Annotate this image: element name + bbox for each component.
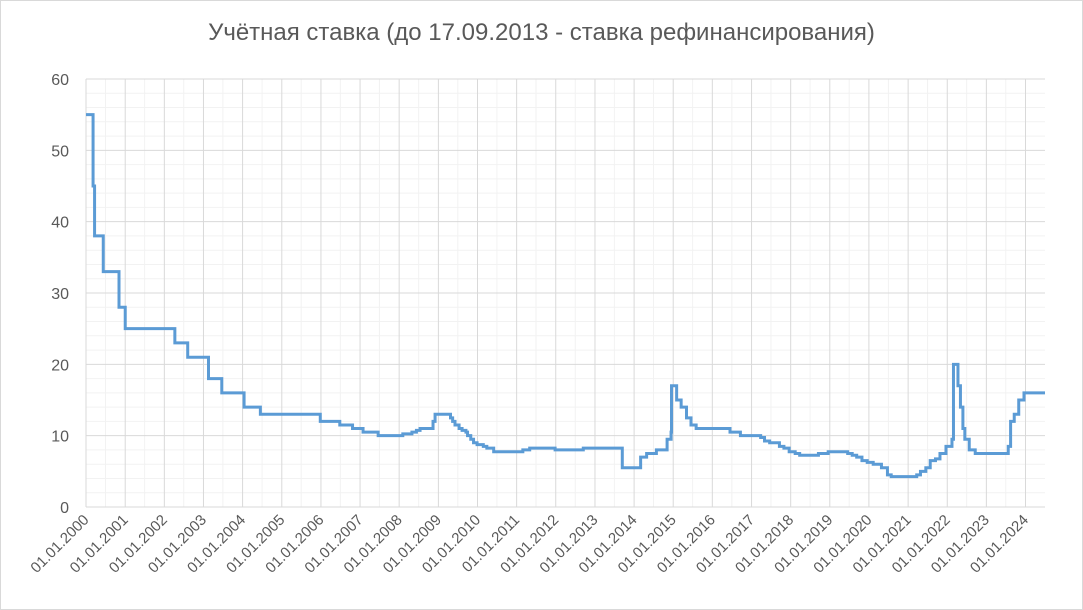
y-tick-labels: 0 10 20 30 40 50 60	[51, 72, 69, 517]
y-tick-label: 60	[51, 72, 69, 89]
series-group	[86, 113, 1045, 479]
y-tick-label: 10	[51, 429, 69, 446]
y-tick-label: 30	[51, 286, 69, 303]
y-tick-label: 20	[51, 357, 69, 374]
y-tick-label: 0	[60, 500, 69, 517]
y-tick-label: 50	[51, 143, 69, 160]
chart-title: Учётная ставка (до 17.09.2013 - ставка р…	[208, 19, 875, 46]
series-line	[86, 113, 1045, 479]
major-gridlines	[85, 78, 1045, 507]
x-tick-labels: 01.01.200001.01.200101.01.200201.01.2003…	[27, 512, 1032, 577]
y-tick-label: 40	[51, 215, 69, 232]
